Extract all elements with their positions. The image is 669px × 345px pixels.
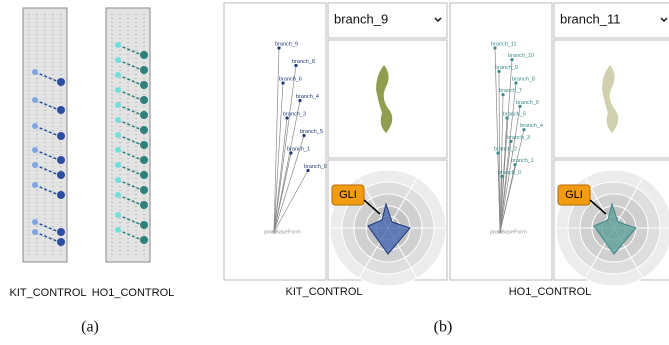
tree-label: branch_6 xyxy=(279,76,302,82)
tree-label: branch_9 xyxy=(275,41,298,47)
node xyxy=(140,156,148,164)
tree-label: branch_0 xyxy=(498,170,521,176)
node xyxy=(32,182,38,188)
node xyxy=(115,102,121,108)
node xyxy=(115,132,121,138)
node xyxy=(57,228,65,236)
tree-label: branch_8 xyxy=(512,76,535,82)
tree-label: branch_5 xyxy=(300,129,323,135)
node xyxy=(57,238,65,246)
node xyxy=(57,191,65,199)
node xyxy=(57,78,65,86)
node xyxy=(115,192,121,198)
tree-label: branch_10 xyxy=(508,53,534,59)
node xyxy=(57,156,65,164)
tree-label: pixelBaseForm xyxy=(490,229,527,235)
view-3d xyxy=(554,40,669,158)
tree-label: pixelBaseForm xyxy=(264,229,301,235)
tree-label: branch_7 xyxy=(499,88,522,94)
node xyxy=(32,219,38,225)
tree-label: branch_3 xyxy=(283,111,306,117)
dropdown-value: branch_9 xyxy=(334,11,388,26)
tree-label: branch_1 xyxy=(511,158,534,164)
node xyxy=(32,147,38,153)
tree-label: branch_3 xyxy=(507,135,530,141)
node xyxy=(115,212,121,218)
node xyxy=(32,69,38,75)
view-label: KIT_CONTROL xyxy=(285,286,362,298)
tree-label: branch_9 xyxy=(495,65,518,71)
tree-label: branch_1 xyxy=(287,146,310,152)
node xyxy=(32,123,38,129)
node xyxy=(140,186,148,194)
node xyxy=(115,162,121,168)
tree-label: branch_0 xyxy=(304,164,327,170)
node xyxy=(32,162,38,168)
tree-label: branch_8 xyxy=(292,59,315,65)
column-label: HO1_CONTROL xyxy=(92,287,175,299)
node xyxy=(115,72,121,78)
node xyxy=(140,201,148,209)
node xyxy=(140,126,148,134)
node xyxy=(115,117,121,123)
node xyxy=(140,81,148,89)
tree-label: branch_6 xyxy=(516,100,539,106)
page: {"panel_a": {"columns": ["KIT_CONTROL", … xyxy=(0,0,669,345)
node xyxy=(140,111,148,119)
callout-text: GLI xyxy=(339,189,357,201)
node xyxy=(115,147,121,153)
node xyxy=(140,51,148,59)
tree-label: branch_4 xyxy=(520,123,543,129)
node xyxy=(140,141,148,149)
view-label: HO1_CONTROL xyxy=(509,286,592,298)
node xyxy=(140,236,148,244)
node xyxy=(115,42,121,48)
node xyxy=(140,66,148,74)
node xyxy=(115,177,121,183)
tree-label: branch_4 xyxy=(296,94,319,100)
figure: KIT_CONTROL HO1_CONTROL (a) branch_9 GLI K… xyxy=(0,0,669,345)
tree-label: branch_5 xyxy=(503,111,526,117)
callout-text: GLI xyxy=(565,189,583,201)
node xyxy=(140,171,148,179)
node xyxy=(115,87,121,93)
node xyxy=(115,57,121,63)
view-3d xyxy=(328,40,447,158)
node xyxy=(140,221,148,229)
node xyxy=(140,96,148,104)
node xyxy=(32,229,38,235)
node xyxy=(115,227,121,233)
caption: (b) xyxy=(434,319,453,336)
tree-label: branch_11 xyxy=(491,41,517,47)
caption: (a) xyxy=(81,319,99,336)
node xyxy=(57,132,65,140)
tree-label: branch_2 xyxy=(494,146,517,152)
column-label: KIT_CONTROL xyxy=(9,287,86,299)
dropdown-value: branch_11 xyxy=(560,11,620,26)
node xyxy=(57,106,65,114)
node xyxy=(57,171,65,179)
node xyxy=(32,97,38,103)
